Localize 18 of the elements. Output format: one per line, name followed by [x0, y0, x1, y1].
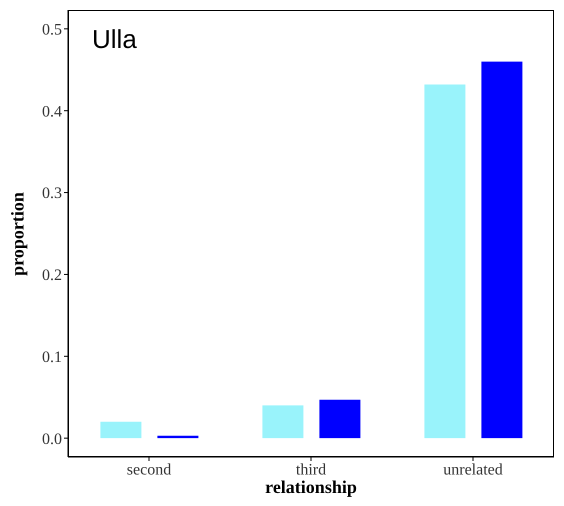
x-tick-label: second	[126, 461, 172, 478]
x-tick-label: third	[296, 461, 326, 478]
bar	[319, 400, 360, 438]
x-axis-title: relationship	[264, 477, 358, 498]
x-tick-label: unrelated	[443, 461, 503, 478]
bar	[100, 422, 142, 438]
y-tick-label: 0.3	[42, 185, 62, 202]
bar	[424, 84, 466, 438]
y-tick-label: 0.2	[42, 267, 62, 284]
y-tick-label: 0.1	[42, 348, 62, 366]
y-tick-label: 0.4	[42, 103, 62, 120]
y-tick-label: 0.0	[42, 430, 62, 448]
bar	[262, 405, 304, 438]
bar	[157, 436, 198, 438]
bar	[481, 62, 522, 438]
y-axis-title: proportion	[8, 192, 28, 276]
y-tick-label: 0.5	[42, 22, 62, 39]
text: Ulla	[92, 24, 137, 55]
